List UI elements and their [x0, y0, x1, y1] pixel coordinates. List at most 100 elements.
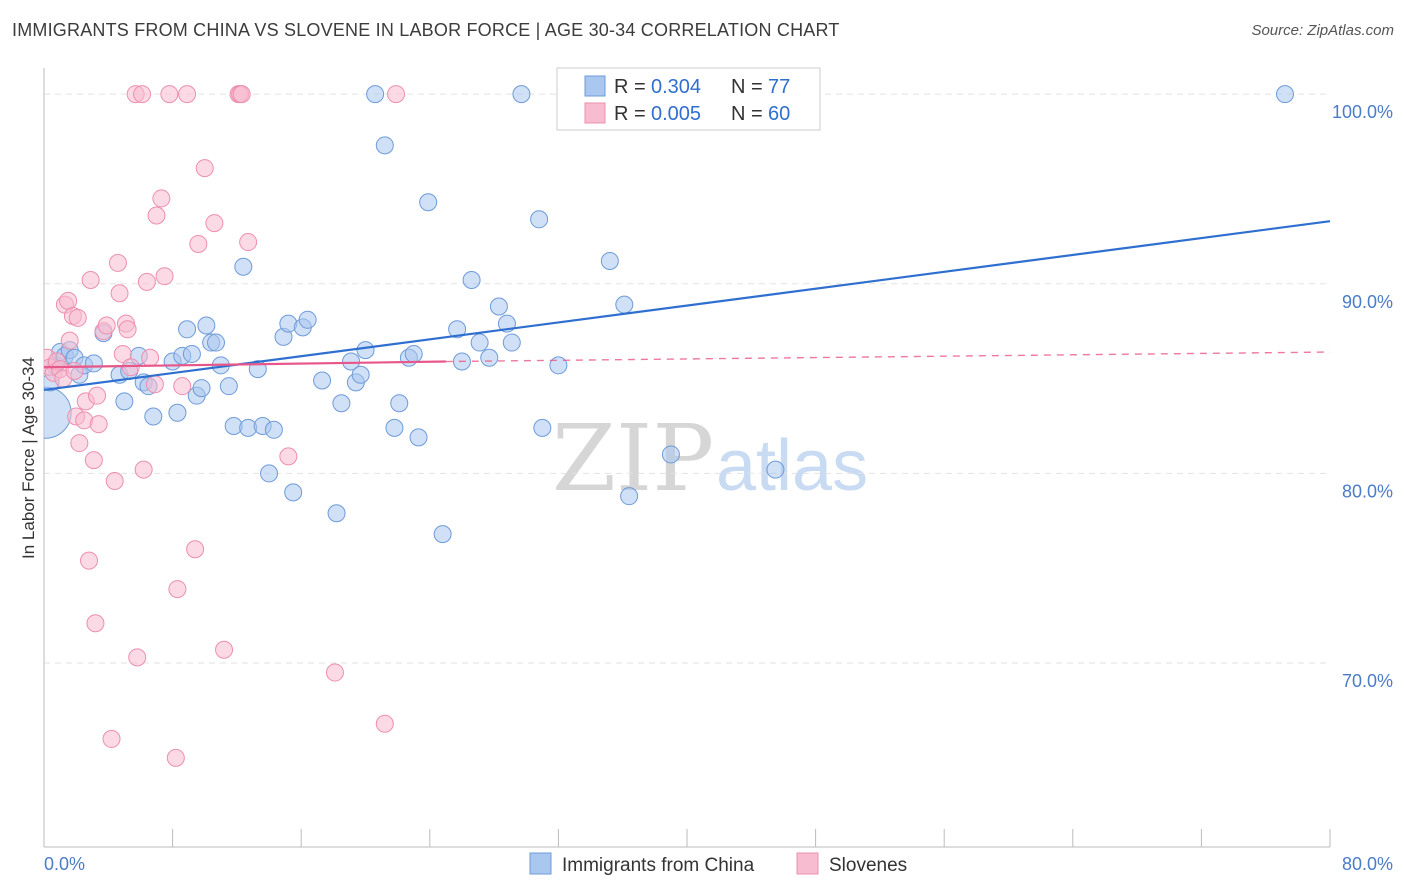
slovene-point — [173, 377, 192, 396]
china-point — [385, 418, 404, 437]
china-point — [1275, 85, 1294, 104]
gridlines — [44, 93, 1330, 664]
slovene-point — [84, 451, 103, 470]
slovene-point — [160, 85, 179, 104]
legend-china-r-value: 0.304 — [651, 76, 701, 98]
slovene-point — [189, 234, 208, 253]
china-point — [264, 420, 283, 439]
y-tick-label: 90.0% — [1342, 292, 1393, 312]
slovene-point — [387, 85, 406, 104]
slovene-point — [239, 233, 258, 252]
axes — [43, 68, 1331, 848]
slovene-point — [86, 614, 105, 633]
y-tick-label: 100.0% — [1332, 102, 1393, 122]
trend-lines — [43, 220, 1331, 392]
china-point — [313, 371, 332, 390]
x-tick-max: 80.0% — [1342, 854, 1393, 874]
slovene-point — [113, 344, 132, 363]
china-point — [327, 504, 346, 523]
china-point — [533, 418, 552, 437]
slovene-point — [110, 284, 129, 303]
china-point — [489, 297, 508, 316]
china-point — [351, 365, 370, 384]
slovene-point — [59, 291, 78, 310]
legend-slovene-r-value: 0.005 — [651, 103, 701, 125]
slovene-point — [134, 460, 153, 479]
y-tick-label: 70.0% — [1342, 671, 1393, 691]
slovene-point — [80, 551, 99, 570]
slovene-point — [195, 159, 214, 178]
slovene-point — [88, 386, 107, 405]
legend-slovene-r-label: R = — [614, 103, 646, 125]
slovene-point — [145, 375, 164, 394]
slovene-point — [133, 85, 152, 104]
slovene-point — [279, 447, 298, 466]
x-tick-min: 0.0% — [44, 854, 85, 874]
slovene-point — [155, 267, 174, 286]
slovene-point — [205, 214, 224, 233]
y-axis-title: In Labor Force | Age 30-34 — [19, 357, 38, 559]
bottom-legend-slovene: Slovenes — [829, 855, 907, 876]
slovene-point — [168, 580, 187, 599]
slovene-point — [186, 540, 205, 559]
slovene-point — [141, 348, 160, 367]
y-tick-label: 80.0% — [1342, 481, 1393, 501]
china-point — [502, 333, 521, 352]
data-points — [44, 85, 1294, 767]
china-point — [197, 316, 216, 335]
legend-swatch-china — [584, 75, 606, 97]
china-point — [661, 445, 680, 464]
china-point — [480, 348, 499, 367]
china-point — [448, 320, 467, 339]
slovene-point — [68, 308, 87, 327]
china-point — [342, 352, 361, 371]
slovene-trend-line — [43, 360, 446, 369]
slovene-point — [152, 189, 171, 208]
legend-china-n-label: N = — [731, 76, 763, 98]
china-point — [512, 85, 531, 104]
china-point — [530, 210, 549, 229]
china-point — [182, 344, 201, 363]
china-point — [168, 403, 187, 422]
y-tick-labels: 70.0% 80.0% 90.0% 100.0% — [1332, 102, 1393, 691]
china-point — [390, 394, 409, 413]
china-point — [620, 487, 639, 506]
legend-slovene-n-value: 60 — [768, 103, 790, 125]
china-point — [433, 525, 452, 544]
slovene-point — [128, 648, 147, 667]
slovene-point — [137, 272, 156, 291]
bottom-legend-swatch-china — [529, 852, 552, 875]
slovene-point — [325, 663, 344, 682]
china-point — [115, 392, 134, 411]
watermark-atlas: atlas — [716, 426, 868, 506]
slovene-trend-extension — [445, 351, 1331, 363]
slovene-point — [97, 316, 116, 335]
slovene-point — [166, 748, 185, 767]
slovene-point — [178, 85, 197, 104]
china-point — [298, 310, 317, 329]
bottom-legend-swatch-slovene — [796, 852, 819, 875]
china-point — [207, 333, 226, 352]
china-trend-line — [43, 220, 1331, 392]
bottom-legend-china: Immigrants from China — [562, 855, 755, 876]
china-point — [356, 341, 375, 360]
slovene-point — [105, 471, 124, 490]
slovene-point — [60, 331, 79, 350]
stats-legend: R = 0.304 N = 77 R = 0.005 N = 60 — [556, 67, 821, 131]
china-point — [219, 377, 238, 396]
slovene-point — [147, 206, 166, 225]
china-point — [192, 379, 211, 398]
china-point — [600, 252, 619, 271]
china-point — [409, 428, 428, 447]
china-point — [549, 356, 568, 375]
slovene-point — [375, 714, 394, 733]
legend-china-r-label: R = — [614, 76, 646, 98]
china-point — [234, 257, 253, 276]
slovene-point — [215, 640, 234, 659]
china-point — [470, 333, 489, 352]
china-point — [419, 193, 438, 212]
slovene-point — [121, 358, 140, 377]
china-point — [404, 344, 423, 363]
china-point — [84, 354, 103, 373]
china-point — [366, 85, 385, 104]
